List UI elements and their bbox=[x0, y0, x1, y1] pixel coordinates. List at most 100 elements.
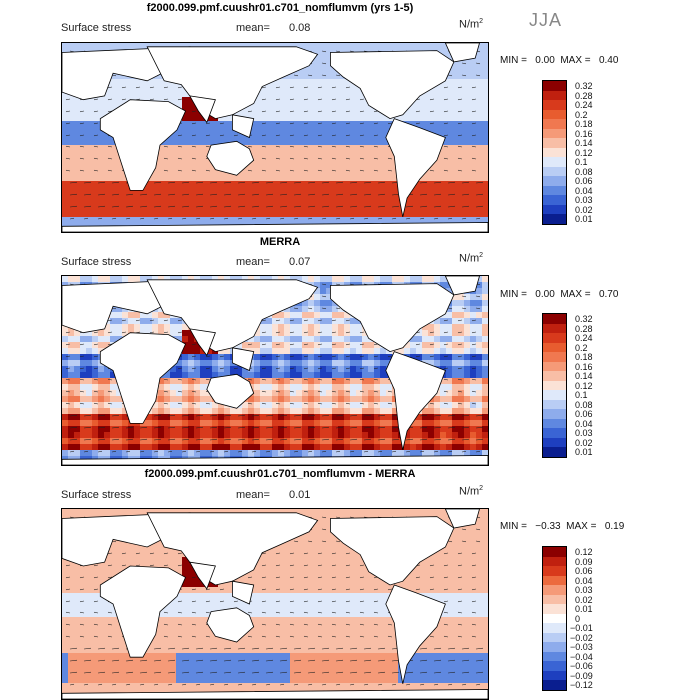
field-cell bbox=[254, 450, 261, 457]
field-cell bbox=[260, 139, 267, 146]
field-cell bbox=[458, 133, 465, 140]
field-cell bbox=[224, 205, 231, 212]
field-cell bbox=[176, 372, 183, 379]
field-cell bbox=[440, 163, 447, 170]
field-cell bbox=[470, 408, 477, 415]
field-cell bbox=[266, 426, 273, 433]
field-cell bbox=[422, 426, 429, 433]
field-cell bbox=[386, 396, 393, 403]
field-cell bbox=[86, 115, 93, 122]
field-cell bbox=[416, 348, 423, 355]
field-cell bbox=[446, 133, 453, 140]
field-cell bbox=[104, 372, 111, 379]
field-cell bbox=[164, 205, 171, 212]
field-cell bbox=[326, 396, 333, 403]
field-cell bbox=[302, 360, 309, 367]
field-cell bbox=[110, 318, 117, 325]
field-cell bbox=[296, 175, 303, 182]
stress-vector bbox=[349, 181, 358, 184]
field-cell bbox=[68, 181, 75, 188]
stress-vector bbox=[275, 86, 281, 89]
field-cell bbox=[314, 133, 321, 140]
field-cell bbox=[470, 217, 477, 224]
field-cell bbox=[452, 312, 459, 319]
stress-vector bbox=[223, 193, 232, 196]
field-cell bbox=[434, 420, 441, 427]
field-cell bbox=[350, 342, 357, 349]
field-cell bbox=[170, 85, 177, 92]
field-cell bbox=[182, 372, 189, 379]
field-cell bbox=[116, 330, 123, 337]
field-cell bbox=[272, 91, 279, 98]
field-cell bbox=[266, 378, 273, 385]
field-cell bbox=[176, 360, 183, 367]
field-cell bbox=[176, 133, 183, 140]
field-cell bbox=[158, 43, 165, 50]
field-cell bbox=[182, 175, 189, 182]
field-cell bbox=[308, 402, 315, 409]
field-cell bbox=[320, 342, 327, 349]
field-cell bbox=[482, 133, 488, 140]
field-cell bbox=[470, 300, 477, 307]
field-cell bbox=[176, 151, 183, 158]
field-cell bbox=[404, 342, 411, 349]
field-cell bbox=[320, 396, 327, 403]
field-cell bbox=[332, 312, 339, 319]
field-cell bbox=[170, 145, 177, 152]
field-cell bbox=[212, 205, 219, 212]
field-cell bbox=[290, 169, 297, 176]
field-cell bbox=[434, 97, 441, 104]
field-cell bbox=[242, 169, 249, 176]
field-cell bbox=[482, 127, 488, 134]
field-cell bbox=[122, 175, 129, 182]
field-cell bbox=[290, 121, 297, 128]
field-cell bbox=[290, 438, 297, 445]
field-cell bbox=[92, 336, 99, 343]
field-cell bbox=[440, 157, 447, 164]
field-cell bbox=[86, 109, 93, 116]
field-cell bbox=[464, 157, 471, 164]
field-cell bbox=[470, 336, 477, 343]
field-cell bbox=[452, 109, 459, 116]
field-cell bbox=[164, 139, 171, 146]
field-cell bbox=[224, 193, 231, 200]
field-cell bbox=[320, 330, 327, 337]
field-cell bbox=[320, 348, 327, 355]
field-cell bbox=[338, 193, 345, 200]
field-cell bbox=[410, 342, 417, 349]
field-cell bbox=[320, 169, 327, 176]
field-cell bbox=[68, 109, 75, 116]
field-cell bbox=[440, 426, 447, 433]
stress-vector bbox=[205, 169, 211, 172]
field-cell bbox=[194, 354, 201, 361]
field-cell bbox=[116, 444, 123, 451]
field-cell bbox=[164, 85, 171, 92]
field-cell bbox=[320, 360, 327, 367]
field-cell bbox=[458, 61, 465, 68]
field-cell bbox=[158, 151, 165, 158]
field-cell bbox=[350, 318, 357, 325]
field-cell bbox=[368, 187, 375, 194]
field-cell bbox=[122, 312, 129, 319]
field-cell bbox=[92, 187, 99, 194]
field-cell bbox=[176, 384, 183, 391]
field-cell bbox=[344, 366, 351, 373]
field-cell bbox=[374, 396, 381, 403]
field-cell bbox=[446, 366, 453, 373]
field-cell bbox=[314, 79, 321, 86]
field-cell bbox=[68, 169, 75, 176]
field-cell bbox=[236, 450, 243, 457]
field-cell bbox=[218, 444, 225, 451]
field-cell bbox=[284, 127, 291, 134]
field-cell bbox=[182, 127, 189, 134]
field-cell bbox=[92, 354, 99, 361]
field-cell bbox=[62, 139, 69, 146]
continent-nam bbox=[329, 50, 455, 120]
field-cell bbox=[74, 432, 81, 439]
field-cell bbox=[362, 396, 369, 403]
field-cell bbox=[410, 115, 417, 122]
field-cell bbox=[476, 139, 483, 146]
field-cell bbox=[482, 181, 488, 188]
field-cell bbox=[356, 384, 363, 391]
field-cell bbox=[332, 43, 339, 50]
